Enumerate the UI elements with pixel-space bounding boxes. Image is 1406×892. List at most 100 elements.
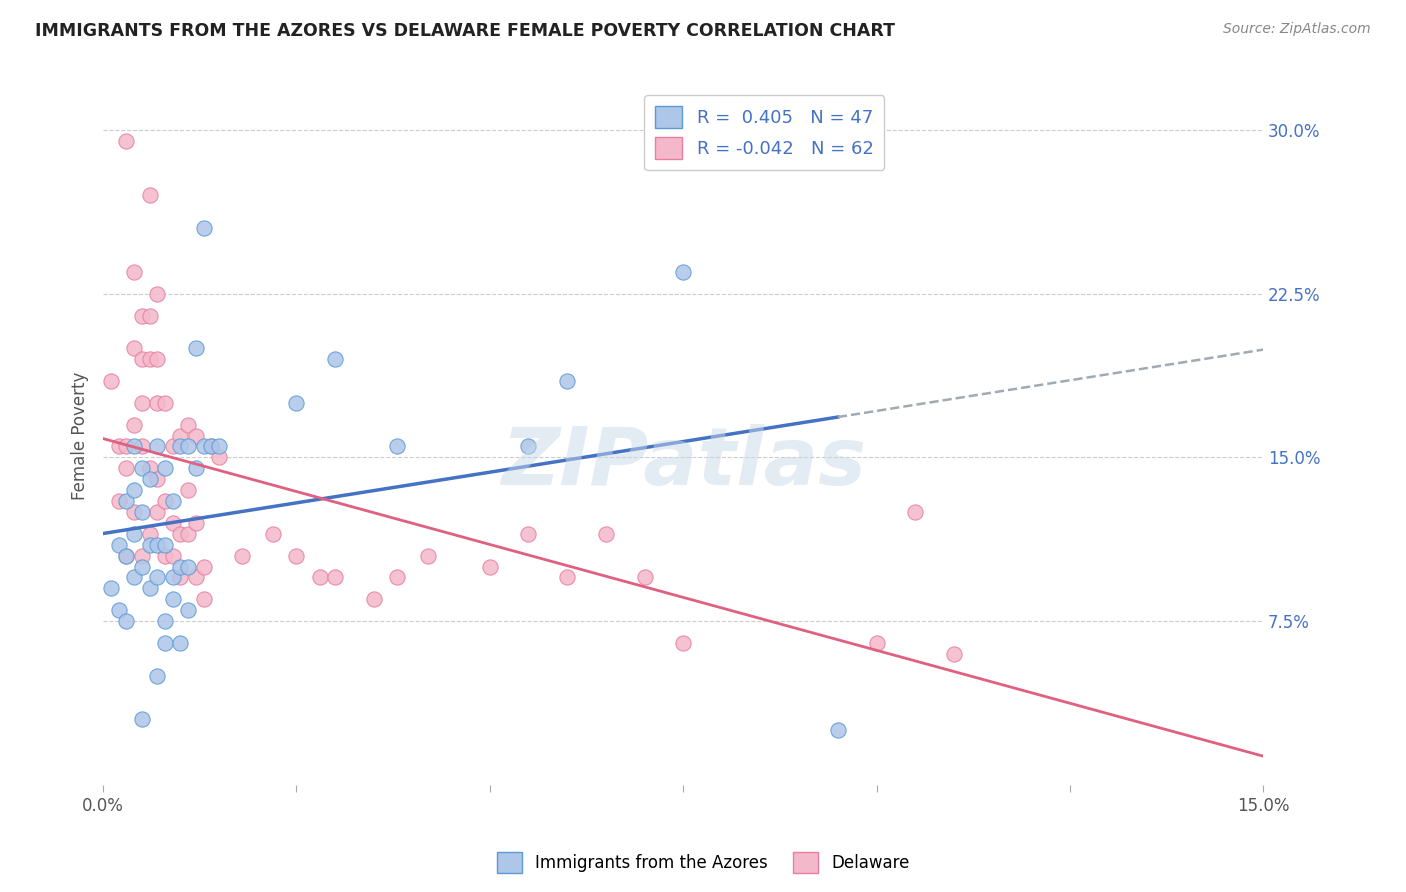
Point	[865, 636, 887, 650]
Text: ZIPatlas: ZIPatlas	[501, 425, 866, 502]
Point	[122, 526, 145, 541]
Point	[146, 396, 169, 410]
Point	[177, 526, 200, 541]
Point	[131, 559, 153, 574]
Point	[122, 440, 145, 454]
Point	[138, 582, 160, 596]
Point	[323, 352, 346, 367]
Point	[131, 712, 153, 726]
Point	[115, 549, 138, 563]
Point	[672, 636, 695, 650]
Point	[122, 570, 145, 584]
Point	[169, 570, 191, 584]
Point	[131, 549, 153, 563]
Point	[115, 549, 138, 563]
Point	[131, 396, 153, 410]
Point	[107, 603, 129, 617]
Point	[146, 352, 169, 367]
Point	[138, 309, 160, 323]
Point	[107, 494, 129, 508]
Point	[184, 341, 207, 355]
Point	[200, 440, 222, 454]
Point	[162, 494, 184, 508]
Point	[115, 134, 138, 148]
Text: Source: ZipAtlas.com: Source: ZipAtlas.com	[1223, 22, 1371, 37]
Point	[162, 549, 184, 563]
Point	[177, 440, 200, 454]
Point	[193, 592, 215, 607]
Point	[146, 668, 169, 682]
Point	[131, 505, 153, 519]
Point	[122, 505, 145, 519]
Point	[555, 570, 578, 584]
Point	[478, 559, 501, 574]
Point	[262, 526, 284, 541]
Point	[193, 221, 215, 235]
Point	[169, 526, 191, 541]
Legend: R =  0.405   N = 47, R = -0.042   N = 62: R = 0.405 N = 47, R = -0.042 N = 62	[644, 95, 884, 170]
Point	[169, 440, 191, 454]
Point	[308, 570, 330, 584]
Point	[184, 461, 207, 475]
Point	[138, 472, 160, 486]
Point	[107, 538, 129, 552]
Point	[208, 440, 231, 454]
Point	[633, 570, 655, 584]
Point	[131, 352, 153, 367]
Point	[146, 538, 169, 552]
Point	[138, 352, 160, 367]
Point	[138, 538, 160, 552]
Point	[184, 516, 207, 530]
Point	[153, 396, 176, 410]
Point	[146, 440, 169, 454]
Point	[138, 188, 160, 202]
Point	[416, 549, 439, 563]
Point	[385, 440, 408, 454]
Point	[177, 483, 200, 497]
Point	[200, 440, 222, 454]
Point	[162, 570, 184, 584]
Point	[595, 526, 617, 541]
Point	[115, 440, 138, 454]
Point	[827, 723, 849, 738]
Point	[146, 570, 169, 584]
Point	[169, 428, 191, 442]
Point	[904, 505, 927, 519]
Point	[138, 461, 160, 475]
Point	[177, 559, 200, 574]
Point	[146, 472, 169, 486]
Point	[100, 374, 122, 388]
Point	[122, 265, 145, 279]
Point	[115, 494, 138, 508]
Point	[193, 440, 215, 454]
Point	[153, 538, 176, 552]
Point	[285, 396, 308, 410]
Text: IMMIGRANTS FROM THE AZORES VS DELAWARE FEMALE POVERTY CORRELATION CHART: IMMIGRANTS FROM THE AZORES VS DELAWARE F…	[35, 22, 896, 40]
Point	[177, 603, 200, 617]
Point	[107, 440, 129, 454]
Point	[162, 592, 184, 607]
Point	[131, 461, 153, 475]
Point	[363, 592, 385, 607]
Point	[146, 505, 169, 519]
Point	[942, 647, 965, 661]
Point	[153, 461, 176, 475]
Point	[672, 265, 695, 279]
Point	[555, 374, 578, 388]
Point	[169, 559, 191, 574]
Point	[193, 559, 215, 574]
Point	[177, 417, 200, 432]
Point	[184, 428, 207, 442]
Point	[122, 483, 145, 497]
Point	[323, 570, 346, 584]
Point	[115, 614, 138, 628]
Point	[153, 614, 176, 628]
Point	[169, 636, 191, 650]
Point	[131, 440, 153, 454]
Point	[231, 549, 253, 563]
Point	[162, 516, 184, 530]
Point	[208, 450, 231, 465]
Point	[122, 341, 145, 355]
Point	[115, 461, 138, 475]
Point	[153, 549, 176, 563]
